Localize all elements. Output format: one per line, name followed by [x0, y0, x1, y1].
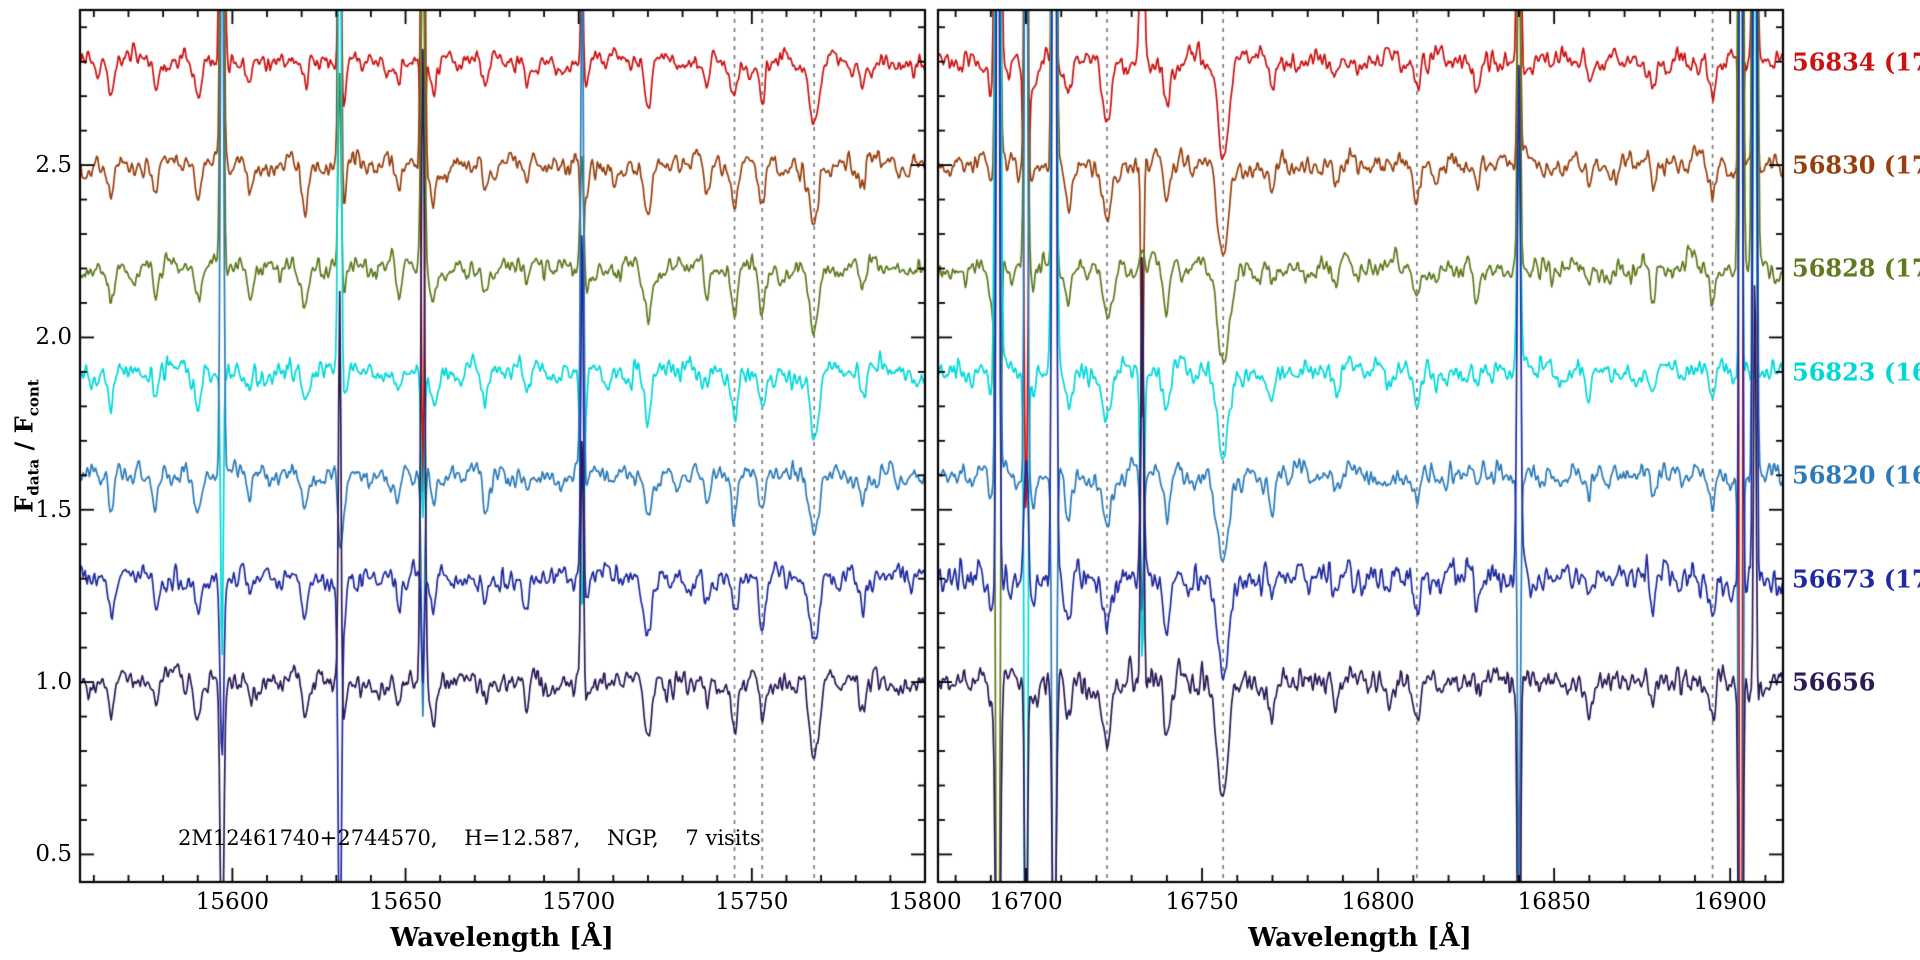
y-tick-label: 0.5: [35, 841, 72, 868]
series-label-56820: 56820 (164): [1792, 460, 1920, 490]
y-axis-label: Fdata / Fcont: [10, 379, 43, 512]
series-label-56673: 56673 (17): [1792, 564, 1920, 594]
y-axis-label-f2: F: [9, 416, 39, 434]
x-tick-label: 16700: [989, 889, 1063, 915]
series-label-56823: 56823 (167): [1792, 357, 1920, 387]
y-tick-label: 2.0: [35, 324, 72, 351]
x-tick-label: 16850: [1517, 889, 1591, 915]
x-tick-label: 15650: [368, 889, 443, 915]
x-tick-label: 16750: [1165, 889, 1239, 915]
y-tick-label: 2.5: [35, 152, 72, 179]
y-axis-label-f1: F: [9, 495, 39, 513]
series-label-56830: 56830 (174): [1792, 150, 1920, 180]
x-tick-label: 15700: [542, 889, 616, 915]
y-axis-label-sub2: cont: [24, 379, 43, 417]
y-axis-label-sub1: data: [24, 458, 43, 496]
y-tick-label: 1.5: [35, 496, 72, 523]
x-tick-label: 15750: [715, 889, 789, 915]
x-tick-label: 15800: [888, 889, 962, 915]
x-axis-label-left: Wavelength [Å]: [390, 923, 614, 953]
target-annotation: 2M12461740+2744570, H=12.587, NGP, 7 vis…: [178, 826, 761, 850]
x-tick-label: 16900: [1693, 889, 1767, 915]
y-tick-label: 1.0: [35, 669, 72, 696]
x-tick-label: 16800: [1341, 889, 1415, 915]
series-label-56834: 56834 (178): [1792, 47, 1920, 77]
x-axis-label-right: Wavelength [Å]: [1248, 923, 1472, 953]
series-label-56656: 56656: [1792, 667, 1876, 697]
series-label-56828: 56828 (172): [1792, 253, 1920, 283]
x-tick-label: 15600: [195, 889, 269, 915]
y-axis-label-sep: /: [9, 433, 39, 459]
